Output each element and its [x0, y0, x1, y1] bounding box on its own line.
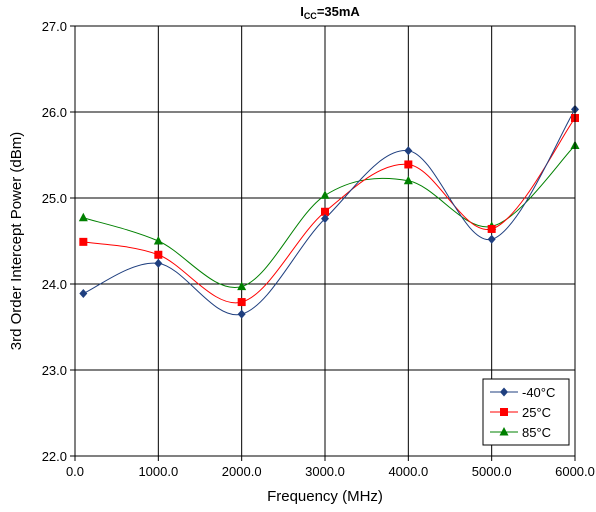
chart-title-rest: =35mA	[317, 4, 361, 19]
x-axis-ticks: 0.0 1000.0 2000.0 3000.0 4000.0 5000.0 6000.0	[66, 456, 595, 479]
legend-marker-0	[500, 387, 508, 397]
data-point-0-5	[487, 234, 496, 244]
data-point-1-1	[154, 250, 163, 259]
y-axis-ticks: 22.0 23.0 24.0 25.0 26.0 27.0	[42, 19, 75, 464]
legend-box	[482, 378, 570, 446]
x-tick-label: 2000.0	[222, 464, 262, 479]
y-tick-label: 24.0	[42, 277, 67, 292]
legend-label-1: 25°C	[522, 405, 551, 420]
series-markers	[78, 104, 580, 319]
x-tick-label: 4000.0	[388, 464, 428, 479]
y-tick-label: 27.0	[42, 19, 67, 34]
data-point-0-3	[321, 214, 329, 224]
x-tick-label: 0.0	[66, 464, 84, 479]
series-line-1	[83, 117, 576, 304]
y-tick-label: 22.0	[42, 449, 67, 464]
legend: -40°C 25°C 85°C	[482, 378, 570, 446]
data-point-0-0	[79, 288, 88, 298]
data-point-2-0	[78, 212, 88, 222]
data-point-1-0	[79, 237, 88, 246]
data-point-1-2	[237, 298, 246, 307]
data-point-0-2	[237, 309, 246, 319]
y-axis-label: 3rd Order Intercept Power (dBm)	[8, 132, 25, 350]
y-tick-label: 25.0	[42, 191, 67, 206]
x-tick-label: 5000.0	[472, 464, 512, 479]
x-tick-label: 3000.0	[305, 464, 345, 479]
chart-title-sub: CC	[304, 11, 317, 21]
data-point-2-4	[403, 175, 413, 185]
x-axis-label: Frequency (MHz)	[267, 488, 383, 505]
x-tick-label: 6000.0	[555, 464, 595, 479]
data-point-2-2	[237, 281, 247, 291]
legend-marker-2	[499, 427, 509, 436]
y-tick-label: 23.0	[42, 363, 67, 378]
data-point-2-1	[153, 236, 163, 245]
chart-title-main: I	[300, 4, 304, 19]
legend-label-2: 85°C	[522, 425, 551, 440]
y-tick-label: 26.0	[42, 105, 67, 120]
data-point-0-1	[154, 258, 163, 268]
data-point-1-3	[321, 207, 329, 216]
legend-marker-1	[500, 408, 508, 416]
data-point-1-4	[404, 160, 413, 169]
x-tick-label: 1000.0	[138, 464, 178, 479]
data-point-1-5	[487, 224, 496, 233]
data-point-2-3	[320, 190, 330, 199]
legend-label-0: -40°C	[522, 385, 555, 400]
chart-title: ICC=35mA	[300, 4, 360, 21]
data-point-0-4	[404, 146, 413, 156]
